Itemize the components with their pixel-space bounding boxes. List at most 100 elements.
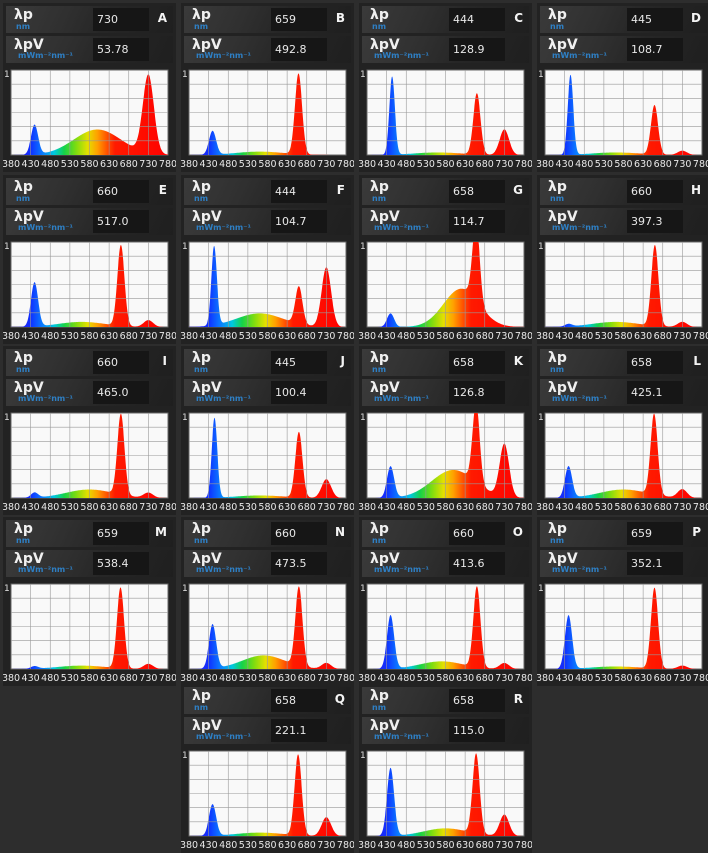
x-tick-label: 380	[3, 159, 20, 170]
spectrum-panel-f: λp nm 444 F λpV mWm⁻²nm⁻¹ 104.7 1 380 430 4…	[181, 175, 354, 344]
peak-label: λp	[192, 7, 211, 23]
y-axis-max-label: 1	[182, 751, 188, 761]
x-tick-label: 630	[456, 840, 474, 851]
peak-row: λp nm 445 J	[184, 349, 351, 376]
peak-label: λp	[370, 7, 389, 23]
x-tick-label: 480	[41, 673, 59, 684]
x-tick-label: 630	[456, 331, 474, 342]
x-tick-label: 530	[417, 331, 435, 342]
vis-label: λpV	[192, 718, 222, 734]
vis-row: λpV mWm⁻²nm⁻¹ 128.9	[362, 36, 529, 63]
x-tick-label: 380	[359, 673, 376, 684]
vis-label: λpV	[14, 209, 44, 225]
vis-unit: mWm⁻²nm⁻¹	[18, 565, 73, 574]
x-tick-label: 430	[200, 673, 218, 684]
peak-row: λp nm 658 L	[540, 349, 707, 376]
spectrum-area	[189, 754, 346, 836]
x-tick-label: 730	[139, 673, 157, 684]
x-tick-label: 480	[41, 159, 59, 170]
vis-unit: mWm⁻²nm⁻¹	[18, 223, 73, 232]
x-tick-label: 630	[278, 502, 296, 513]
peak-unit: nm	[194, 536, 209, 545]
vis-row: λpV mWm⁻²nm⁻¹ 397.3	[540, 208, 707, 235]
x-tick-label: 580	[436, 331, 454, 342]
peak-value: 659	[627, 522, 683, 545]
panel-letter: B	[335, 11, 345, 25]
peak-unit: nm	[16, 194, 31, 203]
x-tick-label: 430	[200, 502, 218, 513]
peak-value: 660	[93, 180, 149, 203]
spectrum-panel-q: λp nm 658 Q λpV mWm⁻²nm⁻¹ 221.1 1 380 430 4…	[181, 684, 354, 853]
x-tick-label: 480	[575, 331, 593, 342]
vis-value: 473.5	[271, 552, 327, 575]
vis-unit: mWm⁻²nm⁻¹	[196, 565, 251, 574]
x-tick-label: 580	[258, 673, 276, 684]
vis-value: 352.1	[627, 552, 683, 575]
vis-value: 108.7	[627, 38, 683, 61]
x-tick-label: 530	[239, 840, 257, 851]
x-tick-label: 530	[239, 159, 257, 170]
peak-row: λp nm 659 P	[540, 520, 707, 547]
x-tick-label: 380	[181, 502, 198, 513]
x-tick-label: 780	[515, 502, 532, 513]
x-tick-label: 680	[120, 673, 138, 684]
vis-label: λpV	[548, 380, 578, 396]
y-axis-max-label: 1	[182, 413, 188, 423]
peak-value: 660	[93, 351, 149, 374]
x-tick-label: 480	[41, 502, 59, 513]
peak-label: λp	[370, 179, 389, 195]
spectrum-panel-r: λp nm 658 R λpV mWm⁻²nm⁻¹ 115.0 1 380 430 4…	[359, 684, 532, 853]
x-tick-label: 580	[614, 502, 632, 513]
peak-row: λp nm 730 A	[6, 6, 173, 33]
x-tick-label: 680	[476, 840, 494, 851]
vis-label: λpV	[14, 551, 44, 567]
peak-label: λp	[14, 521, 33, 537]
x-tick-label: 780	[693, 673, 708, 684]
vis-value: 517.0	[93, 210, 149, 233]
y-axis-max-label: 1	[4, 413, 10, 423]
vis-label: λpV	[370, 718, 400, 734]
x-tick-label: 480	[41, 331, 59, 342]
x-tick-label: 780	[515, 159, 532, 170]
peak-value: 660	[271, 522, 327, 545]
x-tick-label: 530	[595, 673, 613, 684]
x-tick-label: 730	[673, 673, 691, 684]
x-tick-label: 430	[200, 840, 218, 851]
x-tick-label: 430	[556, 502, 574, 513]
peak-row: λp nm 444 C	[362, 6, 529, 33]
x-tick-label: 630	[278, 673, 296, 684]
x-tick-label: 430	[556, 673, 574, 684]
x-tick-label: 680	[298, 840, 316, 851]
peak-value: 660	[627, 180, 683, 203]
x-tick-label: 430	[556, 159, 574, 170]
x-tick-label: 780	[337, 840, 354, 851]
peak-label: λp	[14, 179, 33, 195]
peak-unit: nm	[194, 365, 209, 374]
x-tick-label: 630	[456, 159, 474, 170]
x-tick-label: 730	[317, 502, 335, 513]
spectrum-panel-g: λp nm 658 G λpV mWm⁻²nm⁻¹ 114.7 1 380 430 4…	[359, 175, 532, 344]
x-tick-label: 680	[654, 502, 672, 513]
x-tick-label: 430	[22, 159, 40, 170]
spectrum-area	[189, 245, 346, 327]
peak-value: 660	[449, 522, 505, 545]
x-tick-label: 430	[378, 673, 396, 684]
vis-unit: mWm⁻²nm⁻¹	[196, 394, 251, 403]
x-tick-label: 630	[456, 673, 474, 684]
x-tick-label: 730	[317, 673, 335, 684]
x-tick-label: 630	[278, 331, 296, 342]
panel-letter: F	[336, 183, 345, 197]
spectrum-panel-d: λp nm 445 D λpV mWm⁻²nm⁻¹ 108.7 1 380 430 4…	[537, 3, 708, 172]
peak-value: 730	[93, 8, 149, 31]
x-tick-label: 530	[595, 331, 613, 342]
x-tick-label: 530	[239, 502, 257, 513]
vis-value: 425.1	[627, 381, 683, 404]
x-tick-label: 380	[359, 502, 376, 513]
peak-row: λp nm 660 N	[184, 520, 351, 547]
vis-label: λpV	[192, 209, 222, 225]
x-tick-label: 780	[693, 502, 708, 513]
